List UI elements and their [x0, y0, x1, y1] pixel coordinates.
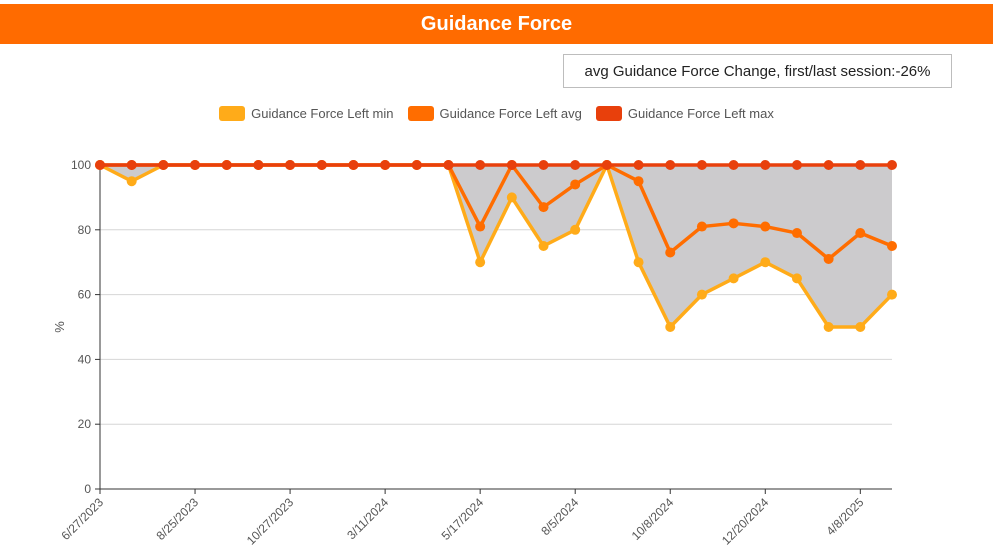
point-max-13 [506, 160, 517, 170]
point-avg-21 [760, 221, 771, 232]
summary-box: avg Guidance Force Change, first/last se… [563, 54, 952, 88]
point-max-4 [221, 160, 232, 170]
x-tick-label-0: 6/27/2023 [58, 495, 106, 543]
point-avg-14 [538, 202, 549, 213]
point-avg-23 [823, 253, 834, 264]
point-max-7 [316, 160, 327, 170]
min-max-band [100, 165, 892, 327]
point-avg-25 [887, 241, 897, 251]
point-min-15 [570, 224, 581, 235]
y-tick-label-60: 60 [78, 288, 92, 302]
y-tick-label-80: 80 [78, 223, 92, 237]
point-avg-17 [633, 176, 644, 187]
point-min-24 [855, 322, 866, 332]
page-title: Guidance Force [420, 12, 573, 35]
point-max-3 [190, 160, 201, 170]
x-tick-label-1: 8/25/2023 [154, 495, 202, 543]
summary-text: avg Guidance Force Change, first/last se… [584, 62, 931, 80]
point-max-25 [887, 160, 897, 170]
x-tick-label-5: 8/5/2024 [538, 495, 581, 538]
y-axis-title: % [52, 321, 67, 333]
point-max-12 [475, 160, 486, 170]
point-max-17 [633, 160, 644, 170]
point-min-18 [665, 322, 676, 332]
point-min-19 [696, 289, 707, 300]
point-max-19 [696, 160, 707, 170]
legend-swatch-min [219, 105, 246, 121]
legend-item-max[interactable]: Guidance Force Left max [595, 105, 774, 121]
point-avg-19 [696, 221, 707, 232]
point-max-22 [791, 160, 802, 170]
legend-label-max: Guidance Force Left max [627, 105, 774, 121]
x-tick-label-6: 10/8/2024 [629, 495, 677, 543]
y-tick-label-20: 20 [78, 417, 92, 431]
point-avg-22 [791, 228, 802, 239]
point-min-20 [728, 273, 739, 284]
point-min-13 [506, 192, 517, 203]
point-max-24 [855, 160, 866, 170]
x-tick-label-3: 3/11/2024 [344, 495, 391, 542]
x-tick-label-8: 4/8/2025 [824, 495, 867, 538]
point-min-17 [633, 257, 644, 268]
point-max-11 [443, 160, 454, 170]
point-min-23 [823, 322, 834, 332]
legend-swatch-avg [407, 105, 434, 121]
point-max-15 [570, 160, 581, 170]
legend-label-min: Guidance Force Left min [251, 105, 394, 121]
x-tick-label-7: 12/20/2024 [719, 495, 772, 548]
point-min-21 [760, 257, 771, 268]
point-avg-24 [855, 228, 866, 239]
point-max-9 [380, 160, 391, 170]
point-max-23 [823, 160, 834, 170]
point-max-2 [158, 160, 169, 170]
point-max-18 [665, 160, 676, 170]
point-max-5 [253, 160, 264, 170]
y-tick-label-100: 100 [71, 158, 91, 172]
point-max-10 [411, 160, 422, 170]
point-min-14 [538, 241, 549, 251]
x-tick-label-2: 10/27/2023 [244, 495, 297, 548]
point-max-14 [538, 160, 549, 170]
point-avg-12 [475, 221, 486, 232]
y-tick-label-0: 0 [84, 482, 91, 496]
point-avg-20 [728, 218, 739, 229]
point-avg-18 [665, 247, 676, 258]
x-tick-label-4: 5/17/2024 [439, 495, 487, 543]
point-max-0 [95, 160, 105, 170]
legend-label-avg: Guidance Force Left avg [439, 105, 582, 121]
point-min-12 [475, 257, 486, 268]
header-bar: Guidance Force [0, 4, 993, 44]
point-min-25 [887, 289, 897, 300]
point-max-1 [126, 160, 137, 170]
point-avg-15 [570, 179, 581, 190]
legend-item-avg[interactable]: Guidance Force Left avg [407, 105, 582, 121]
point-min-1 [126, 176, 137, 187]
point-max-16 [601, 160, 612, 170]
point-max-8 [348, 160, 359, 170]
y-tick-label-40: 40 [78, 352, 92, 366]
legend-item-min[interactable]: Guidance Force Left min [219, 105, 394, 121]
point-max-20 [728, 160, 739, 170]
chart-legend: Guidance Force Left min Guidance Force L… [0, 102, 993, 124]
point-max-21 [760, 160, 771, 170]
point-max-6 [285, 160, 296, 170]
legend-swatch-max [595, 105, 622, 121]
point-min-22 [791, 273, 802, 284]
